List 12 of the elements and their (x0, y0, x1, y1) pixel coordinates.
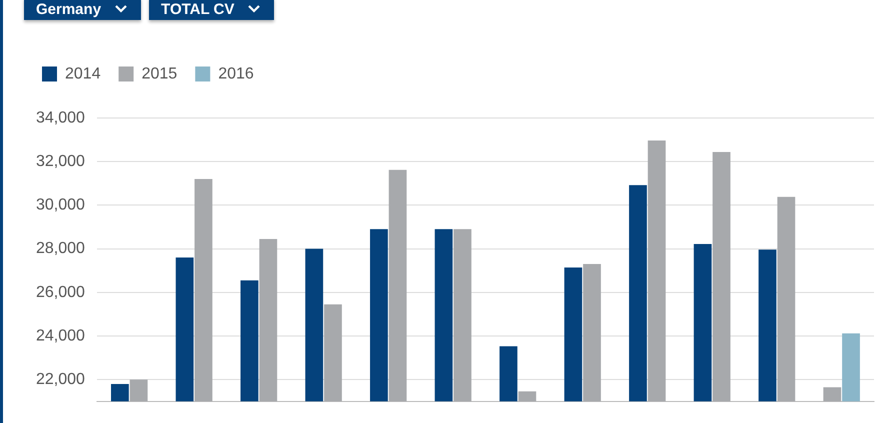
text: TOTAL CV (161, 0, 234, 18)
y-tick-label: 26,000 (36, 284, 86, 301)
y-tick-label: 34,000 (36, 109, 86, 126)
legend-label: 2015 (142, 65, 178, 82)
text: Germany (36, 0, 102, 18)
legend-label: 2016 (218, 65, 254, 82)
y-tick-label: 24,000 (36, 327, 86, 344)
y-tick-label: 30,000 (36, 196, 86, 214)
legend-label: 2014 (65, 65, 101, 82)
y-tick-label: 32,000 (36, 153, 86, 170)
y-tick-label: 28,000 (36, 240, 86, 258)
y-tick-label: 22,000 (36, 371, 86, 388)
